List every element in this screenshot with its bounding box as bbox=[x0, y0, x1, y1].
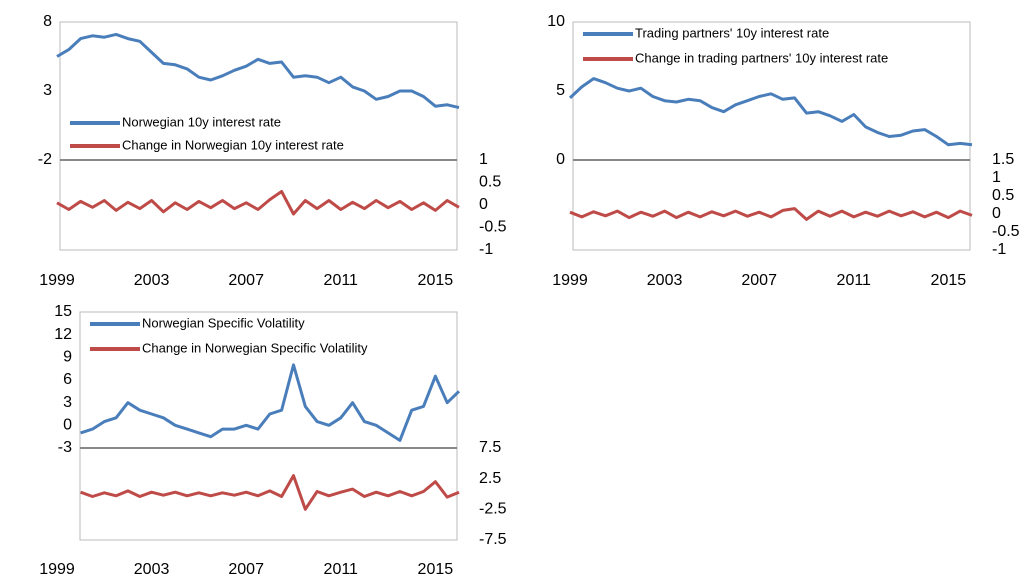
y-tick-label: 15 bbox=[54, 303, 72, 320]
legend-label: Norwegian Specific Volatility bbox=[142, 315, 305, 330]
y2-tick-label: 0 bbox=[992, 205, 1001, 222]
legend-label: Change in Norwegian 10y interest rate bbox=[122, 137, 344, 152]
x-tick-label: 1999 bbox=[552, 272, 588, 289]
series-line bbox=[80, 474, 460, 511]
plot-frame bbox=[79, 311, 458, 541]
y-tick-label: 6 bbox=[63, 371, 72, 388]
y2-tick-label: 2.5 bbox=[479, 470, 501, 487]
x-tick-label: 1999 bbox=[39, 272, 75, 289]
y2-tick-label: 0.5 bbox=[992, 187, 1014, 204]
y-tick-label: 0 bbox=[556, 151, 565, 168]
x-tick-label: 2007 bbox=[228, 272, 264, 289]
x-tick-label: 2011 bbox=[324, 561, 359, 578]
series-line bbox=[568, 77, 973, 147]
y-tick-label: -2 bbox=[38, 151, 52, 168]
x-tick-label: 2011 bbox=[837, 272, 872, 289]
legend-label: Change in trading partners' 10y interest… bbox=[635, 50, 888, 65]
y2-tick-label: 0.5 bbox=[479, 174, 501, 191]
x-tick-label: 2015 bbox=[931, 272, 967, 289]
y2-tick-label: -1 bbox=[992, 241, 1006, 258]
y-tick-label: 8 bbox=[43, 13, 52, 30]
series-line bbox=[56, 32, 460, 110]
y-tick-label: -3 bbox=[58, 439, 72, 456]
series-line bbox=[569, 207, 973, 221]
y-tick-label: 9 bbox=[63, 349, 72, 366]
y-tick-label: 5 bbox=[556, 82, 565, 99]
y-tick-label: 10 bbox=[547, 13, 565, 30]
y2-tick-label: 1 bbox=[992, 169, 1001, 186]
x-tick-label: 2003 bbox=[647, 272, 683, 289]
legend-label: Norwegian 10y interest rate bbox=[122, 114, 281, 129]
y2-tick-label: -0.5 bbox=[479, 219, 507, 236]
y-tick-label: 12 bbox=[54, 326, 72, 343]
y-tick-label: 0 bbox=[63, 417, 72, 434]
x-tick-label: 2011 bbox=[324, 272, 359, 289]
x-tick-label: 2015 bbox=[418, 561, 454, 578]
y2-tick-label: -0.5 bbox=[992, 223, 1020, 240]
legend-label: Trading partners' 10y interest rate bbox=[635, 25, 829, 40]
plot-frame bbox=[59, 21, 458, 251]
x-tick-label: 2003 bbox=[134, 272, 170, 289]
y-tick-label: 3 bbox=[43, 82, 52, 99]
y2-tick-label: 1 bbox=[479, 151, 488, 168]
y-tick-label: 3 bbox=[63, 394, 72, 411]
y2-tick-label: -7.5 bbox=[479, 531, 507, 548]
plot-frame bbox=[572, 21, 971, 251]
x-tick-label: 2007 bbox=[228, 561, 264, 578]
legend-label: Change in Norwegian Specific Volatility bbox=[142, 340, 368, 355]
y2-tick-label: -1 bbox=[479, 241, 493, 258]
x-tick-label: 1999 bbox=[39, 561, 75, 578]
x-tick-label: 2015 bbox=[418, 272, 454, 289]
x-tick-label: 2007 bbox=[741, 272, 777, 289]
y2-tick-label: 1.5 bbox=[992, 151, 1014, 168]
series-line bbox=[80, 363, 461, 442]
y2-tick-label: 7.5 bbox=[479, 439, 501, 456]
y2-tick-label: 0 bbox=[479, 196, 488, 213]
series-line bbox=[56, 190, 460, 216]
y2-tick-label: -2.5 bbox=[479, 501, 507, 518]
x-tick-label: 2003 bbox=[134, 561, 170, 578]
